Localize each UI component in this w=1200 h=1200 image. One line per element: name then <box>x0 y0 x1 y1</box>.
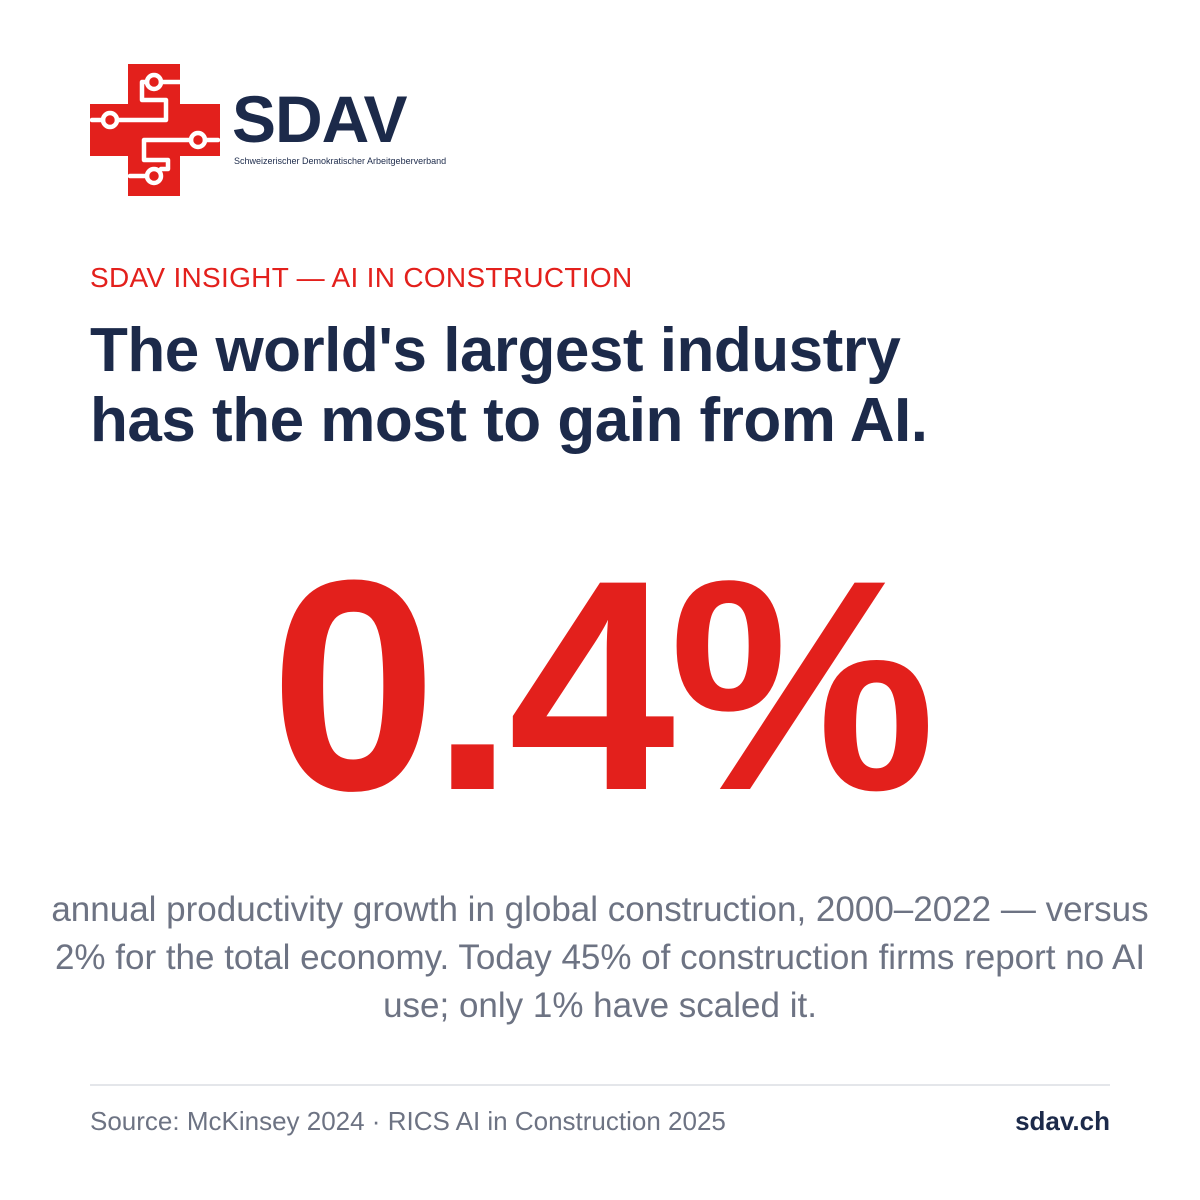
brand-logo: SDAV Schweizerischer Demokratischer Arbe… <box>90 64 446 196</box>
headline-line-1: The world's largest industry <box>90 316 901 385</box>
key-statistic: 0.4% <box>270 517 936 853</box>
headline: The world's largest industry has the mos… <box>90 316 1120 456</box>
swiss-cross-circuit-icon <box>90 64 220 196</box>
headline-line-2: has the most to gain from AI. <box>90 386 928 455</box>
website-link[interactable]: sdav.ch <box>1015 1106 1110 1136</box>
brand-wordmark: SDAV <box>232 82 407 156</box>
footer-divider <box>90 1084 1110 1086</box>
source-citation: Source: McKinsey 2024 · RICS AI in Const… <box>90 1106 726 1136</box>
statistic-description: annual productivity growth in global con… <box>51 890 1149 1025</box>
brand-tagline: Schweizerischer Demokratischer Arbeitgeb… <box>234 156 447 166</box>
eyebrow-label: SDAV INSIGHT — AI IN CONSTRUCTION <box>90 262 633 293</box>
